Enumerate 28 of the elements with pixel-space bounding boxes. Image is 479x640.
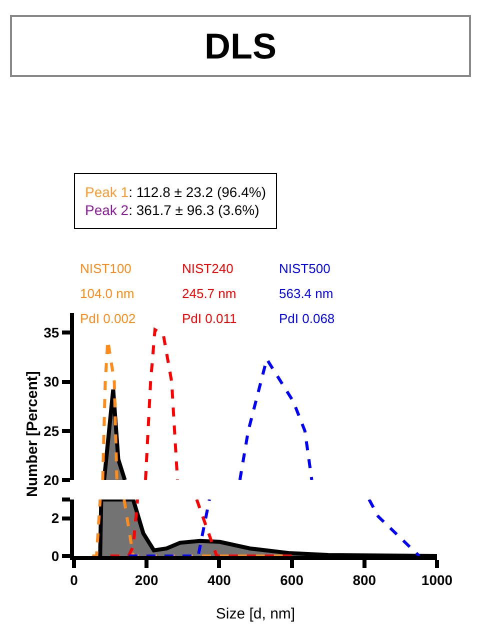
x-tick-label: 1000 [421,572,453,588]
text: NIST500 [279,261,330,276]
annotation: PdI 0.002 [80,311,136,326]
x-tick-label: 600 [280,572,304,588]
y-tick-label: 0 [51,548,60,564]
y-tick-label: 25 [44,422,60,439]
annotation: PdI 0.068 [279,311,335,326]
annotation: PdI 0.011 [182,311,237,326]
text: 245.7 nm [182,286,236,301]
text: 563.4 nm [279,286,334,301]
line-series [144,328,179,480]
y-tick-label: 35 [44,324,60,341]
text: Peak 1: 112.8 ± 23.2 (96.4%) [85,184,266,200]
y-tick-label: 30 [44,374,60,390]
x-tick-label: 400 [208,572,232,588]
x-tick-label: 800 [352,572,376,588]
chart-title: DLS [204,26,276,66]
y-tick-label: 2 [51,510,60,526]
x-tick-label: 200 [134,572,158,588]
y-tick-label: 20 [44,472,60,488]
line-series [238,358,314,480]
x-tick-label: 0 [70,572,78,588]
x-axis-title: Size [d, nm] [216,605,296,622]
text: Peak 2: 361.7 ± 96.3 (3.6%) [85,202,260,218]
text: NIST100 [80,261,132,276]
y-axis-title: Number [Percent] [24,371,41,497]
text: 104.0 nm [80,286,134,301]
text: NIST240 [182,261,234,276]
